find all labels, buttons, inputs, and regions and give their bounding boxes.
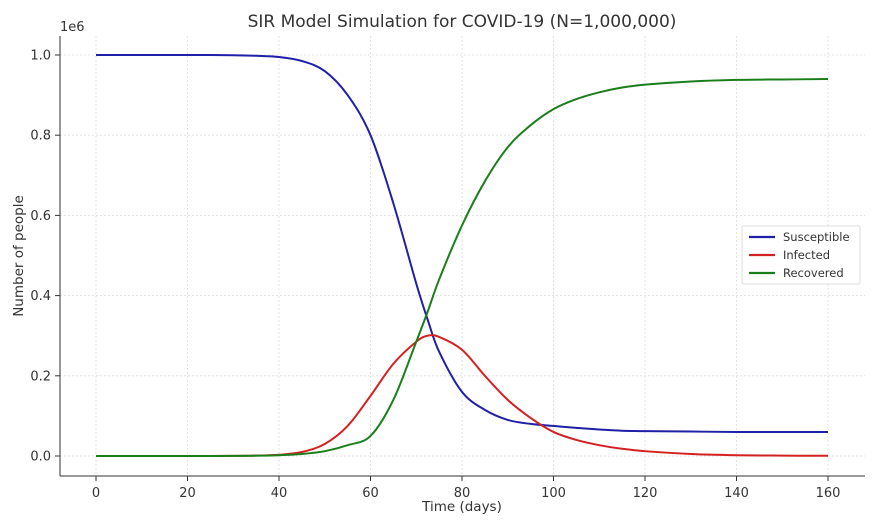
y-offset-label: 1e6 xyxy=(60,20,85,35)
legend: Susceptible Infected Recovered xyxy=(741,225,861,285)
y-tick-label: 0.2 xyxy=(30,369,51,384)
legend-label-recovered: Recovered xyxy=(783,266,844,280)
x-axis-label: Time (days) xyxy=(421,499,502,515)
x-tick-label: 0 xyxy=(92,486,100,501)
legend-label-infected: Infected xyxy=(783,248,830,262)
y-tick-label: 0.0 xyxy=(30,450,51,465)
x-tick-label: 60 xyxy=(362,486,379,501)
y-tick-label: 0.6 xyxy=(30,209,51,224)
x-tick-label: 40 xyxy=(271,486,288,501)
series-lines xyxy=(96,53,829,458)
y-tick-label: 0.8 xyxy=(30,129,51,144)
x-tick-label: 20 xyxy=(179,486,196,501)
series-line-recovered xyxy=(96,78,829,458)
x-tick-label: 80 xyxy=(454,486,471,501)
x-tick-label: 140 xyxy=(724,486,749,501)
x-tick-label: 160 xyxy=(816,486,841,501)
axis-ticks: 0 20 40 60 80 100 120 140 160 0.0 0.2 0.4 0.6 0.8 1.0 xyxy=(30,49,840,502)
y-axis-label: Number of people xyxy=(11,195,27,317)
grid-lines xyxy=(60,36,865,476)
series-line-susceptible xyxy=(96,53,828,433)
chart-title: SIR Model Simulation for COVID-19 (N=1,0… xyxy=(248,12,677,32)
y-tick-label: 1.0 xyxy=(30,49,51,64)
y-tick-label: 0.4 xyxy=(30,289,51,304)
legend-label-susceptible: Susceptible xyxy=(783,230,850,244)
x-tick-label: 100 xyxy=(541,486,566,501)
x-tick-label: 120 xyxy=(633,486,658,501)
